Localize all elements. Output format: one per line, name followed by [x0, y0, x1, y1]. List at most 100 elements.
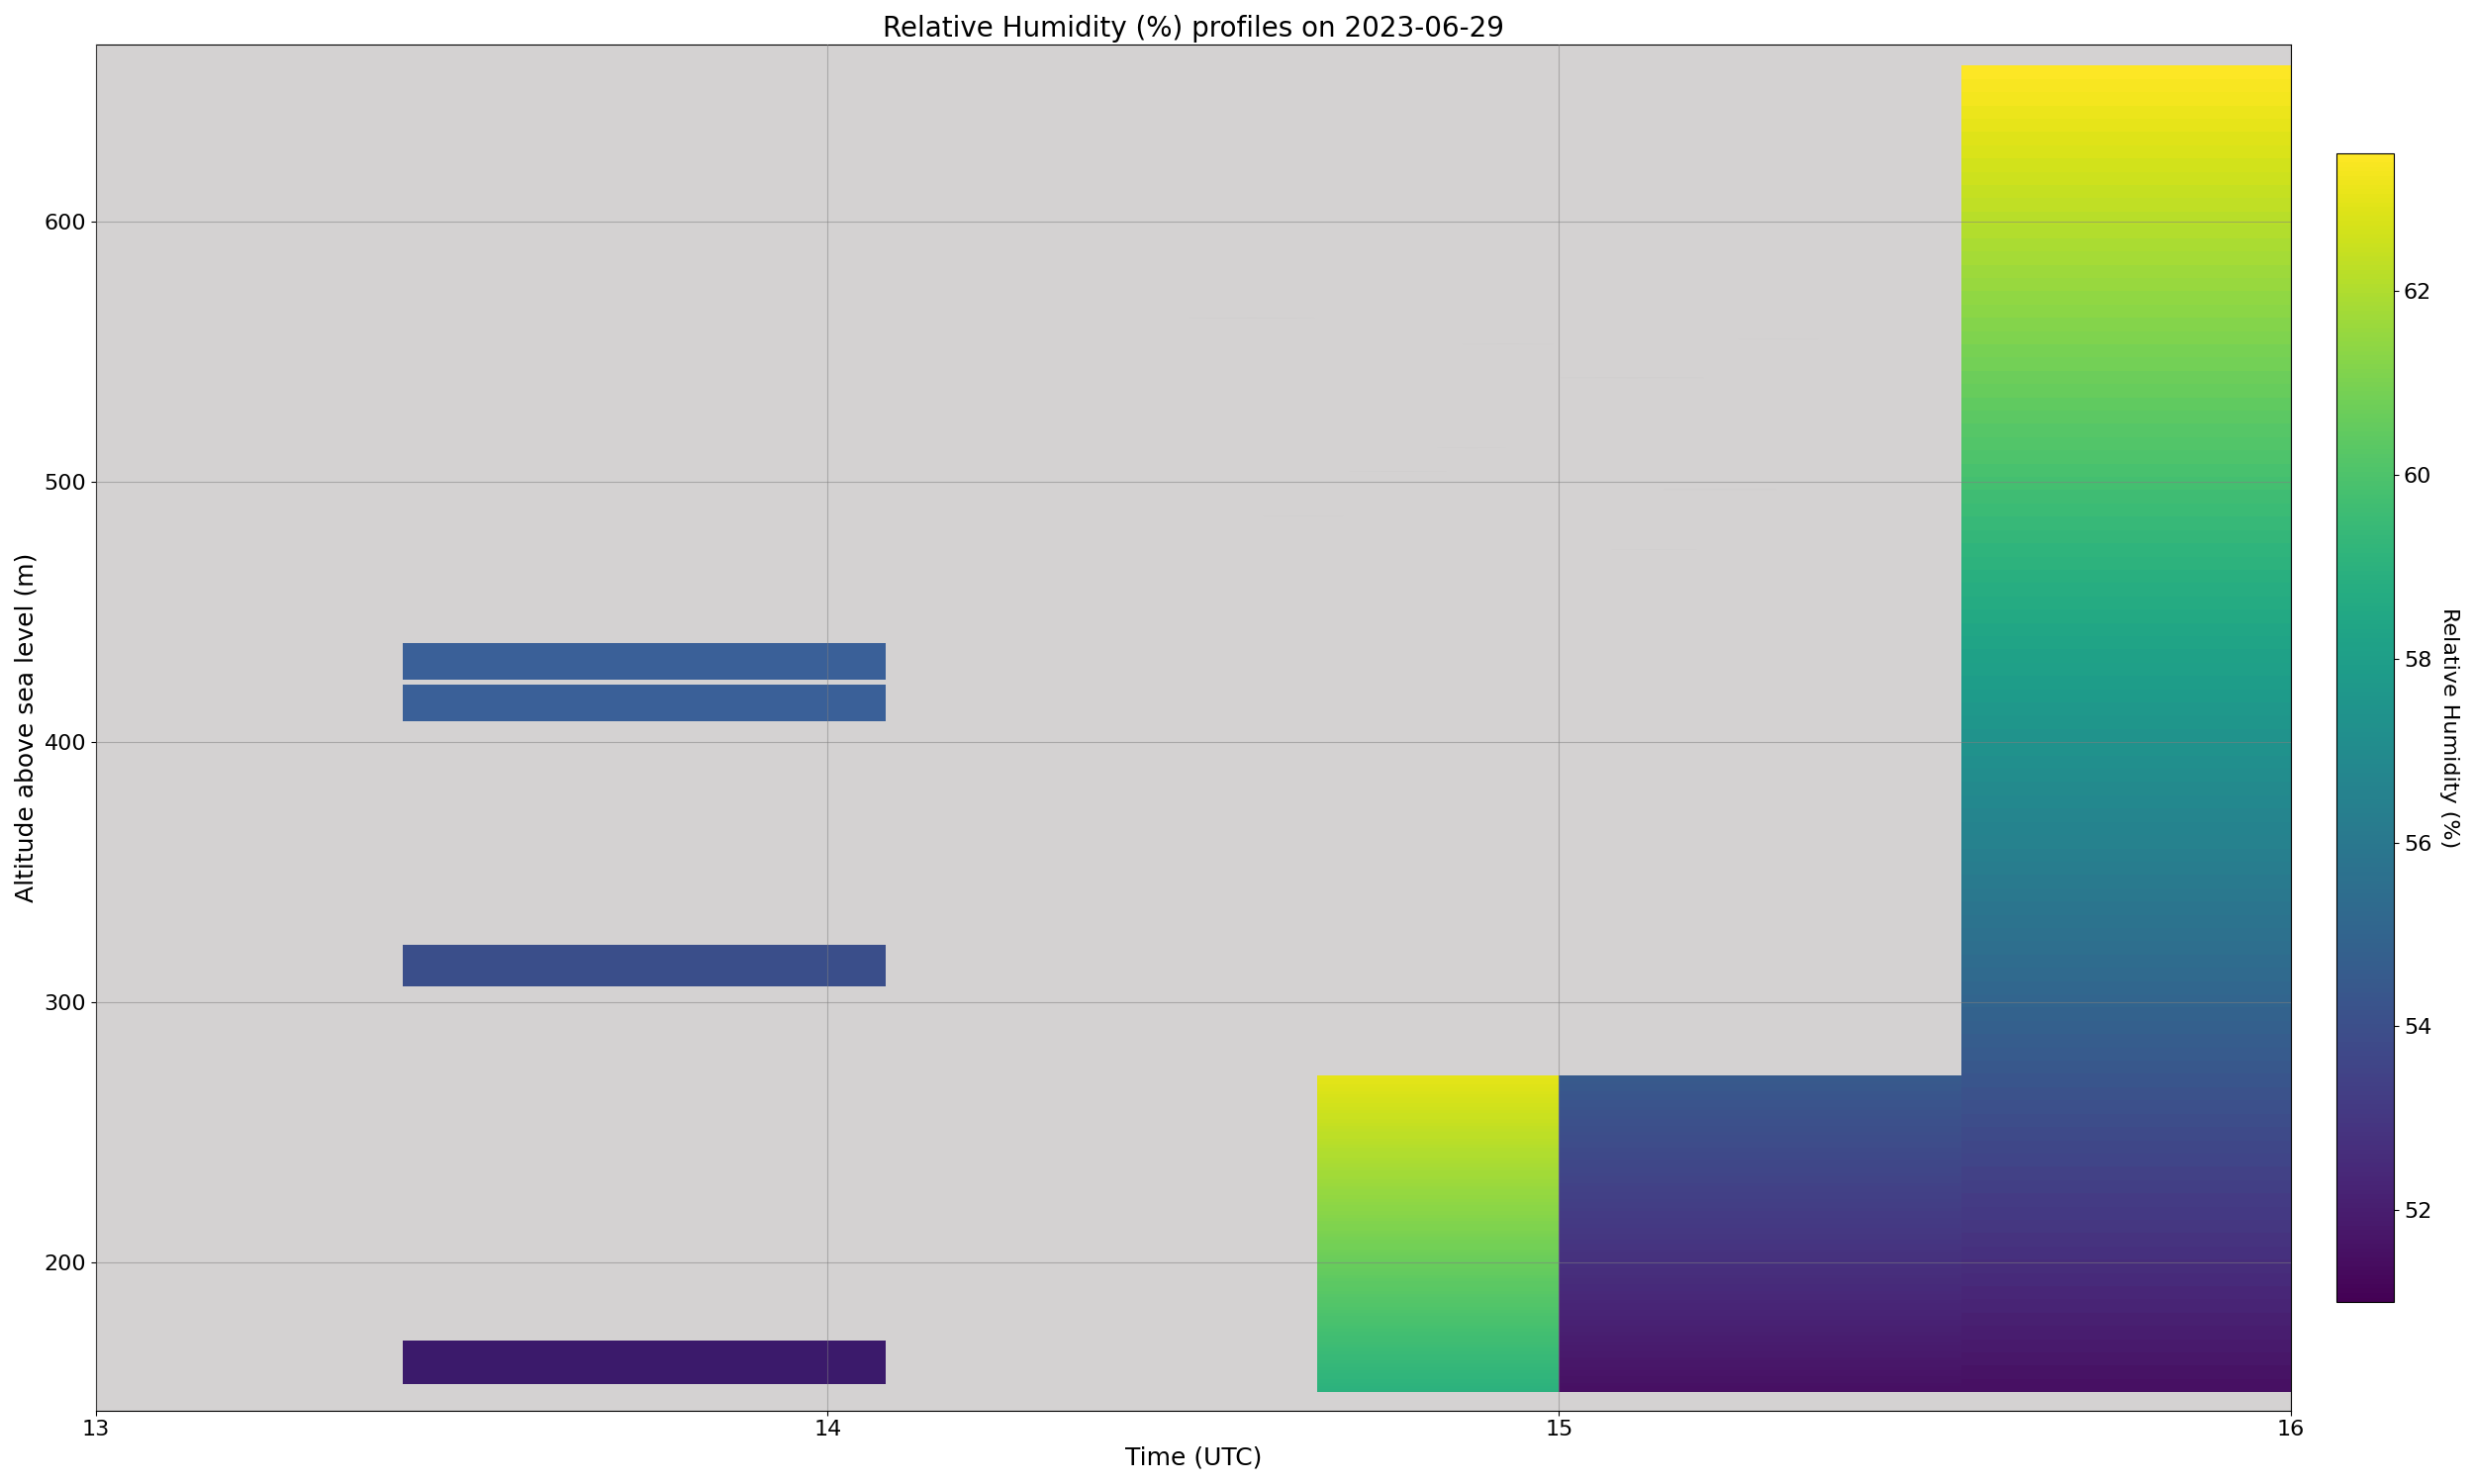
Bar [1962, 1034, 2291, 1048]
Bar [1962, 1287, 2291, 1300]
Bar [1319, 1241, 1559, 1244]
Bar [1319, 1303, 1559, 1306]
Bar [1962, 876, 2291, 889]
Bar [1559, 1205, 1962, 1208]
Bar [1962, 1339, 2291, 1352]
Bar [1559, 1322, 1962, 1325]
Bar [1559, 1082, 1962, 1085]
Bar [1962, 132, 2291, 145]
Bar [1319, 1189, 1559, 1192]
Bar [1319, 1281, 1559, 1285]
Bar [1962, 105, 2291, 119]
Bar [1962, 1074, 2291, 1088]
Bar [1962, 438, 2291, 450]
Bar [1559, 1255, 1962, 1258]
Bar [1962, 145, 2291, 159]
Bar [1559, 1094, 1962, 1097]
Bar [1319, 1149, 1559, 1152]
Bar [1319, 1227, 1559, 1230]
Bar [1319, 1166, 1559, 1171]
Bar [1559, 1077, 1962, 1082]
Bar [1962, 543, 2291, 556]
Bar [1559, 1208, 1962, 1211]
Bar [1319, 1322, 1559, 1325]
Bar [1559, 1303, 1962, 1306]
Bar [1962, 251, 2291, 264]
Bar [1559, 1339, 1962, 1342]
Bar [1559, 1152, 1962, 1155]
Bar [1962, 503, 2291, 516]
Bar [1559, 1291, 1962, 1294]
Bar [1319, 1082, 1559, 1085]
Bar [1319, 1258, 1559, 1263]
Bar [1319, 1339, 1559, 1342]
Bar [1559, 1370, 1962, 1373]
Bar [1319, 1319, 1559, 1322]
Bar [403, 643, 886, 680]
Bar [1319, 1202, 1559, 1205]
Bar [1962, 172, 2291, 186]
Bar [1559, 1158, 1962, 1160]
Bar [1319, 1186, 1559, 1189]
Bar [1319, 1218, 1559, 1221]
Bar [1559, 1160, 1962, 1163]
Bar [1962, 398, 2291, 411]
Bar [1559, 1230, 1962, 1233]
Bar [1962, 822, 2291, 835]
Bar [1559, 1214, 1962, 1218]
Bar [1962, 424, 2291, 438]
Bar [1559, 1247, 1962, 1250]
Bar [1319, 1355, 1559, 1358]
Bar [1319, 1306, 1559, 1310]
Bar [1559, 1342, 1962, 1345]
Bar [1559, 1236, 1962, 1241]
Bar [1319, 1077, 1559, 1082]
Bar [1319, 1171, 1559, 1174]
Bar [1559, 1306, 1962, 1310]
Bar [1559, 1358, 1962, 1361]
Bar [1319, 1236, 1559, 1241]
Bar [1962, 278, 2291, 291]
Bar [1319, 1104, 1559, 1107]
Bar [1559, 1328, 1962, 1333]
Bar [1319, 1138, 1559, 1141]
Bar [1962, 610, 2291, 623]
Bar [1962, 1327, 2291, 1339]
Bar [1319, 1088, 1559, 1091]
Bar [1319, 1386, 1559, 1389]
Bar [1962, 1300, 2291, 1313]
Bar [1962, 1193, 2291, 1206]
Bar [1962, 637, 2291, 650]
Bar [1962, 849, 2291, 862]
Bar [1319, 1288, 1559, 1291]
Bar [1319, 1316, 1559, 1319]
Bar [1319, 1110, 1559, 1113]
Bar [1319, 1263, 1559, 1266]
Bar [1962, 755, 2291, 769]
Bar [1559, 1129, 1962, 1132]
Bar [1319, 1336, 1559, 1339]
Bar [1319, 1345, 1559, 1347]
Bar [1319, 1367, 1559, 1370]
Bar [1559, 1074, 1962, 1077]
Bar [1559, 1258, 1962, 1263]
Bar [1319, 1221, 1559, 1224]
Bar [1962, 92, 2291, 105]
Bar [1559, 1144, 1962, 1149]
Bar [1319, 1208, 1559, 1211]
Bar [1962, 199, 2291, 212]
Bar [1319, 1347, 1559, 1350]
Bar [1319, 1224, 1559, 1227]
Bar [1319, 1160, 1559, 1163]
Bar [1319, 1291, 1559, 1294]
Bar [1962, 65, 2291, 79]
Bar [1962, 1233, 2291, 1247]
Bar [1559, 1316, 1962, 1319]
Bar [1319, 1328, 1559, 1333]
Bar [1319, 1389, 1559, 1392]
Bar [1962, 264, 2291, 278]
Bar [1962, 623, 2291, 637]
Bar [1962, 1260, 2291, 1273]
Bar [1559, 1250, 1962, 1252]
Bar [1559, 1202, 1962, 1205]
